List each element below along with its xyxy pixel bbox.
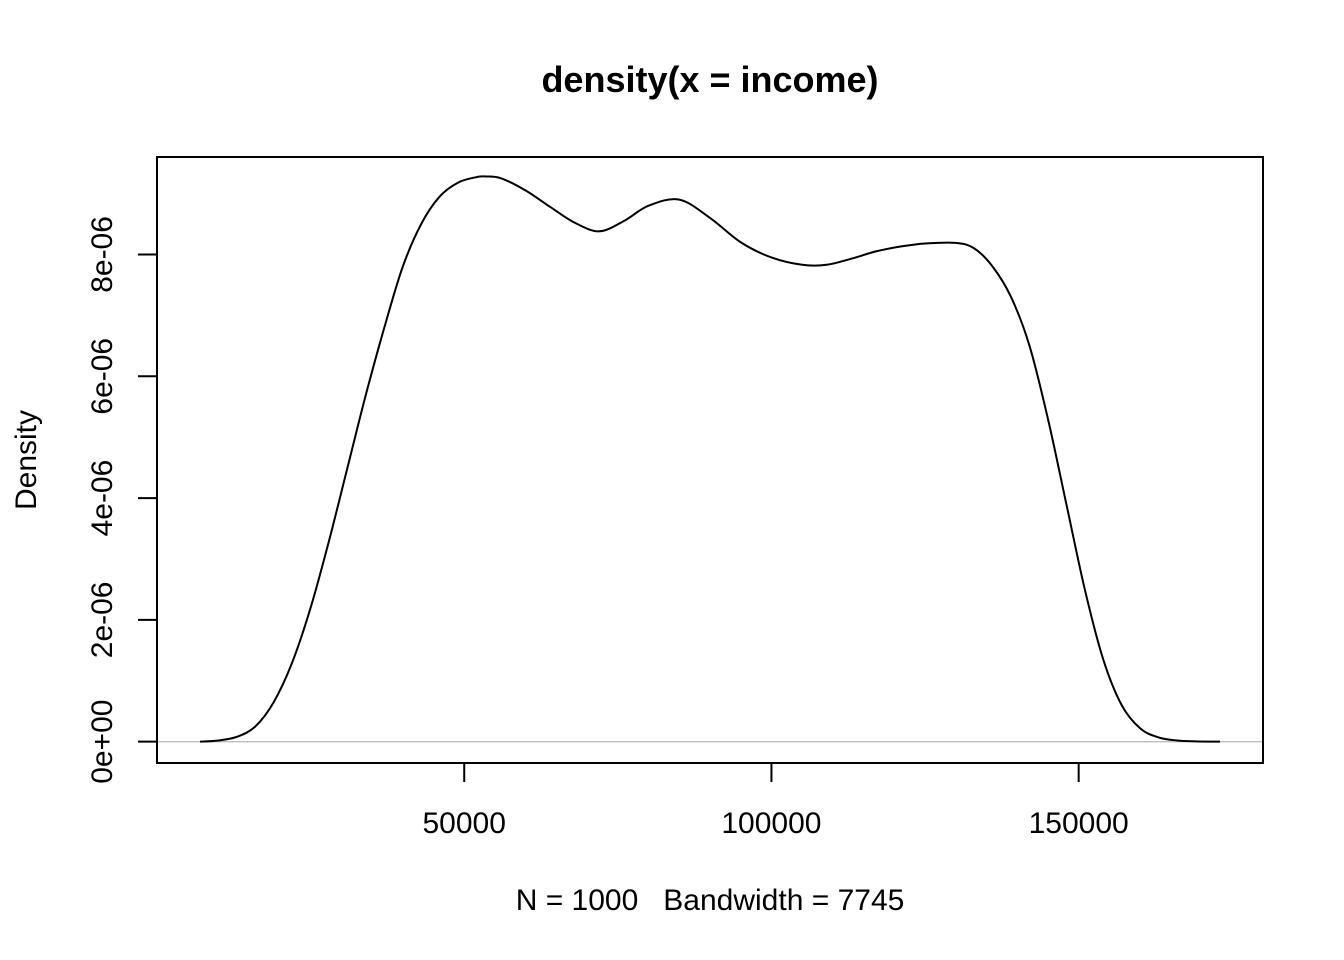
y-axis-label: Density (10, 410, 43, 510)
y-tick-label: 0e+00 (86, 700, 119, 784)
plot-area-frame (156, 156, 1264, 764)
y-tick-label: 6e-06 (86, 338, 119, 415)
y-tick-label: 2e-06 (86, 582, 119, 659)
y-tick-label: 4e-06 (86, 460, 119, 537)
x-tick-label: 150000 (1029, 807, 1129, 840)
x-tick-label: 50000 (423, 807, 506, 840)
x-axis-label: N = 1000 Bandwidth = 7745 (516, 884, 905, 917)
density-curve (199, 175, 1221, 743)
x-axis: 50000 100000 150000 (423, 762, 1129, 840)
x-tick-label: 100000 (721, 807, 821, 840)
y-tick-label: 8e-06 (86, 216, 119, 293)
chart-title: density(x = income) (541, 59, 878, 100)
y-axis: 0e+00 2e-06 4e-06 6e-06 8e-06 (86, 216, 158, 784)
